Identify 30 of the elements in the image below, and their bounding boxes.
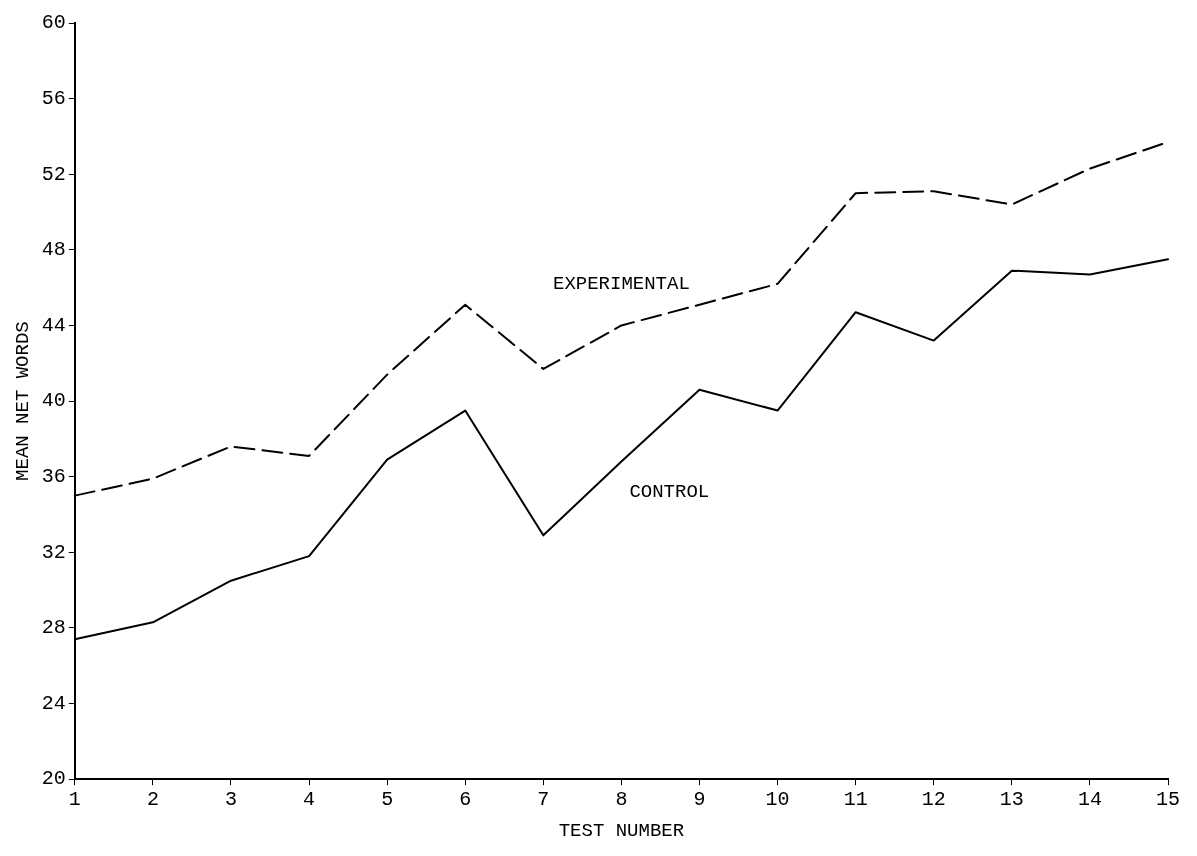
x-axis-title: TEST NUMBER bbox=[558, 819, 685, 842]
x-tick-label: 9 bbox=[693, 788, 706, 812]
x-tick-label: 4 bbox=[303, 788, 316, 812]
y-tick-label: 40 bbox=[41, 389, 66, 413]
x-tick-label: 6 bbox=[459, 788, 472, 812]
x-tick-label: 13 bbox=[999, 788, 1024, 812]
x-tick-label: 11 bbox=[843, 788, 868, 812]
x-tick-label: 10 bbox=[765, 788, 790, 812]
y-tick-label: 56 bbox=[41, 86, 66, 110]
y-tick-label: 24 bbox=[41, 691, 66, 715]
x-tick-label: 14 bbox=[1077, 788, 1102, 812]
y-tick-label: 48 bbox=[41, 238, 66, 262]
y-tick-label: 32 bbox=[41, 540, 66, 564]
x-tick-label: 8 bbox=[615, 788, 628, 812]
y-axis-title: MEAN NET WORDS bbox=[12, 321, 35, 481]
y-tick-label: 20 bbox=[41, 767, 66, 791]
x-tick-label: 5 bbox=[381, 788, 394, 812]
y-tick-label: 28 bbox=[41, 616, 66, 640]
y-tick-label: 44 bbox=[41, 313, 66, 337]
x-tick-label: 15 bbox=[1155, 788, 1181, 812]
series-label: CONTROL bbox=[629, 480, 710, 503]
y-tick-label: 36 bbox=[41, 465, 66, 489]
x-tick-label: 12 bbox=[921, 788, 946, 812]
x-tick-label: 7 bbox=[537, 788, 550, 812]
y-tick-label: 52 bbox=[41, 162, 66, 186]
x-tick-label: 2 bbox=[146, 788, 159, 812]
x-tick-label: 1 bbox=[68, 788, 81, 812]
x-tick-label: 3 bbox=[224, 788, 237, 812]
y-tick-label: 60 bbox=[41, 11, 66, 35]
series-label: EXPERIMENTAL bbox=[552, 273, 690, 296]
